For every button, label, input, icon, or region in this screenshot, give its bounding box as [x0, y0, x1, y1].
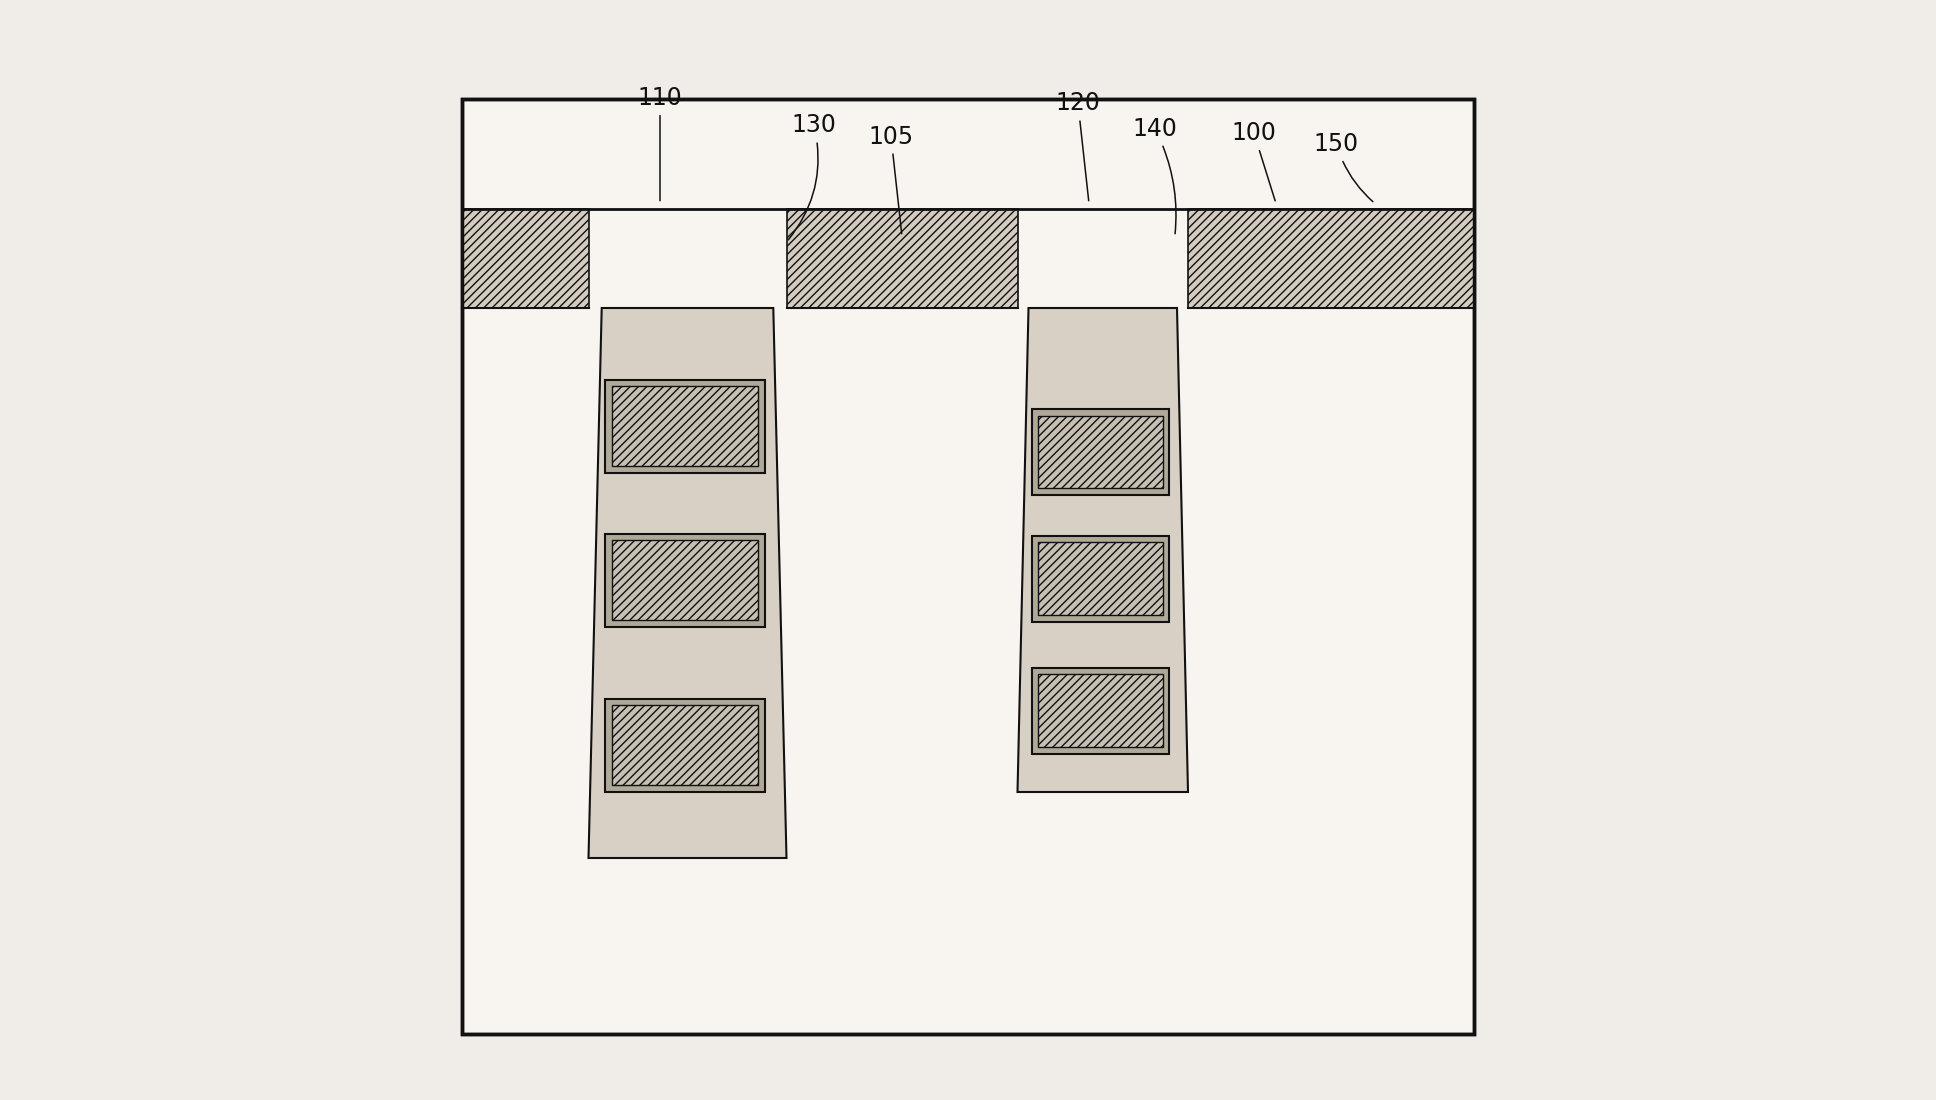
Bar [463, 99, 1473, 1034]
Bar [463, 209, 589, 308]
Bar [604, 698, 765, 792]
Bar [1032, 668, 1169, 754]
Polygon shape [1018, 308, 1189, 792]
Polygon shape [589, 308, 786, 858]
Bar [1038, 416, 1164, 488]
Bar [604, 379, 765, 473]
Bar [612, 540, 757, 620]
Text: 100: 100 [1231, 121, 1276, 201]
Bar [1032, 409, 1169, 495]
Text: 150: 150 [1315, 132, 1373, 201]
Bar [1038, 674, 1164, 747]
Bar [1189, 209, 1473, 308]
Text: 130: 130 [788, 113, 836, 240]
Bar [612, 705, 757, 785]
Text: 105: 105 [869, 124, 914, 233]
Bar [604, 534, 765, 627]
Bar [1032, 536, 1169, 621]
Bar [1038, 542, 1164, 615]
Text: 120: 120 [1055, 91, 1100, 200]
Bar [786, 209, 1018, 308]
Bar [612, 386, 757, 466]
Bar [463, 99, 1473, 1034]
Text: 110: 110 [637, 86, 681, 200]
Text: 140: 140 [1133, 117, 1177, 233]
